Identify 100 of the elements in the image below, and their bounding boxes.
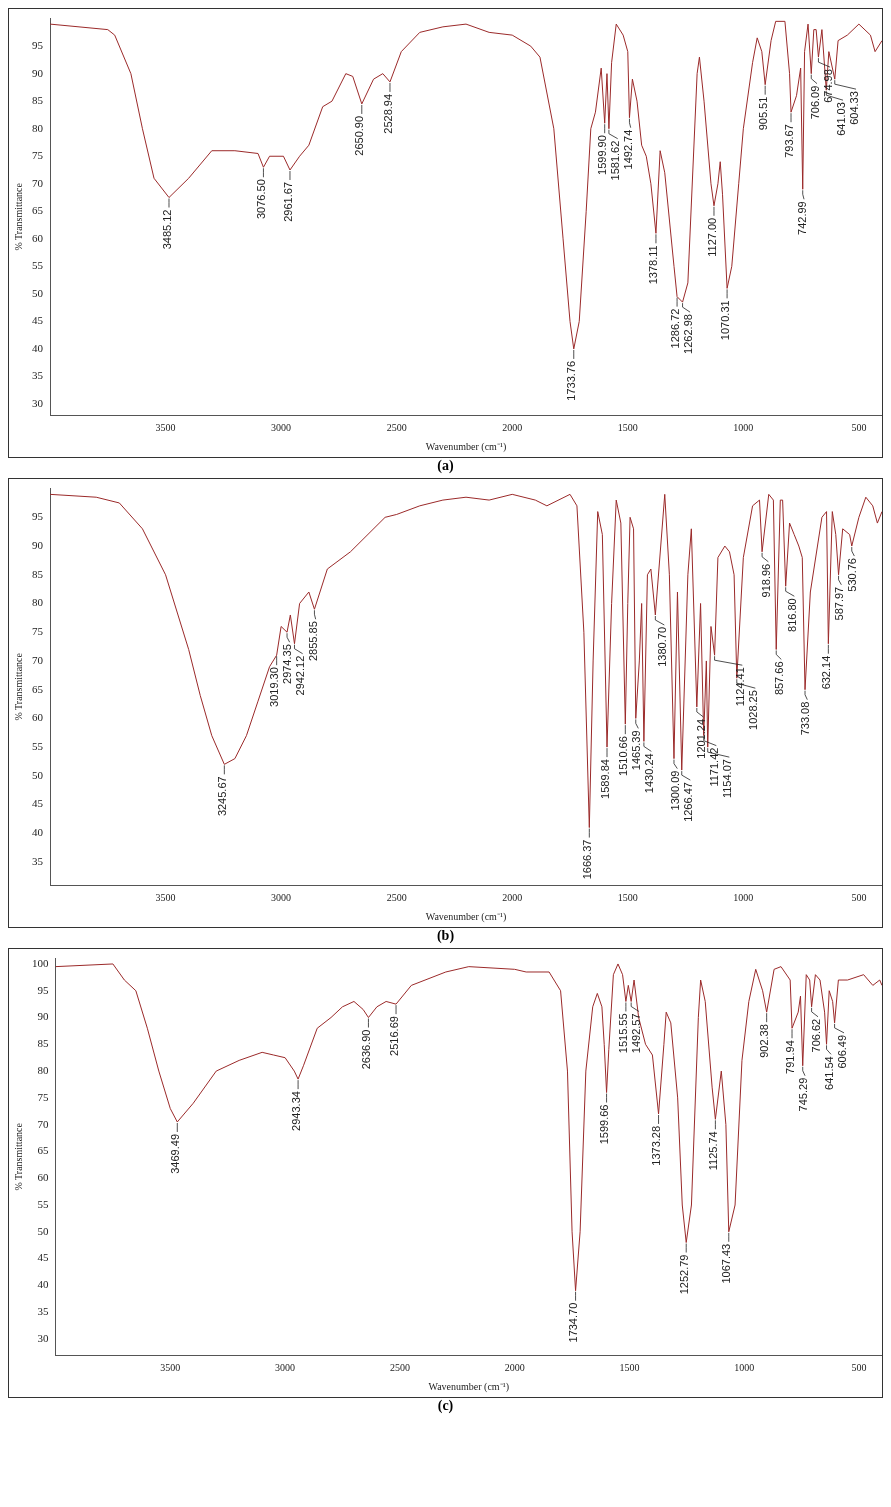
x-axis-title: Wavenumber (cm⁻¹): [428, 1380, 509, 1393]
x-tick-label: 500: [851, 421, 867, 433]
annotation: 1510.66: [616, 736, 629, 776]
y-tick-label: 80: [37, 1063, 49, 1076]
x-tick-label: 3500: [160, 1361, 181, 1373]
y-tick-label: 65: [32, 682, 44, 695]
x-axis-title: Wavenumber (cm⁻¹): [425, 910, 507, 923]
annotation: 3245.67: [215, 776, 228, 817]
annotation: 1070.31: [718, 300, 731, 341]
x-tick-label: 2000: [502, 891, 523, 903]
annotation: 641.54: [822, 1056, 835, 1090]
x-tick-label: 2000: [502, 421, 523, 433]
annotation: 816.80: [785, 598, 798, 632]
y-tick-label: 95: [32, 510, 44, 523]
annotation: 918.96: [759, 563, 772, 598]
x-axis-title: Wavenumber (cm⁻¹): [425, 440, 507, 453]
x-tick-label: 2500: [386, 891, 407, 903]
y-tick-label: 80: [32, 121, 44, 134]
annotation: 1492.57: [630, 1013, 643, 1054]
annotation: 1666.37: [580, 839, 593, 880]
y-tick-label: 85: [37, 1037, 49, 1050]
annotation: 2636.90: [359, 1029, 372, 1070]
y-tick-label: 50: [37, 1224, 49, 1237]
y-tick-label: 55: [32, 259, 44, 272]
annotation: 1589.84: [598, 759, 611, 799]
annotation: 604.33: [847, 91, 860, 125]
y-tick-label: 65: [32, 204, 44, 217]
annotation: 1262.98: [681, 314, 694, 354]
annotation: 1252.79: [677, 1254, 690, 1295]
annotation: 2961.67: [281, 182, 294, 222]
y-tick-label: 75: [37, 1090, 49, 1103]
x-tick-label: 2500: [386, 421, 407, 433]
y-tick-label: 40: [32, 341, 44, 354]
annotation: 1171.42: [707, 747, 720, 787]
annotation: 905.51: [756, 96, 769, 131]
y-tick-label: 75: [32, 625, 44, 638]
x-tick-label: 2500: [389, 1361, 410, 1373]
text: (b): [435, 928, 456, 945]
annotation: 2942.12: [294, 655, 307, 696]
annotation: 1286.72: [668, 308, 681, 349]
annotation: 1581.62: [609, 140, 622, 181]
annotation: 1127.00: [705, 217, 718, 257]
annotation: 3485.12: [160, 209, 173, 250]
annotation: 2943.34: [289, 1091, 302, 1131]
annotation: 2974.35: [281, 644, 294, 684]
y-tick-label: 50: [32, 286, 44, 299]
y-tick-label: 60: [37, 1171, 49, 1184]
annotation: 632.14: [819, 655, 832, 690]
annotation: 791.94: [783, 1040, 796, 1074]
y-tick-label: 35: [32, 854, 44, 867]
x-tick-label: 1500: [617, 421, 638, 433]
y-tick-label: 80: [32, 596, 44, 609]
x-tick-label: 1500: [617, 891, 638, 903]
annotation: 606.49: [835, 1034, 848, 1069]
y-tick-label: 100: [32, 956, 49, 969]
annotation: 2516.69: [387, 1016, 400, 1056]
y-tick-label: 45: [37, 1251, 49, 1264]
annotation: 3019.30: [268, 667, 281, 707]
annotation: 530.76: [845, 558, 858, 592]
y-tick-label: 55: [37, 1197, 49, 1210]
annotation: 706.09: [808, 85, 821, 120]
annotation: 2528.94: [381, 93, 394, 134]
y-tick-label: 45: [32, 797, 44, 810]
y-tick-label: 55: [32, 740, 44, 753]
x-tick-label: 1000: [734, 1361, 755, 1373]
y-tick-label: 30: [32, 396, 44, 409]
annotation: 2650.90: [353, 115, 366, 156]
y-tick-label: 60: [32, 711, 44, 724]
y-tick-label: 40: [37, 1278, 49, 1291]
y-tick-label: 90: [32, 538, 44, 551]
annotation: 1378.11: [647, 245, 660, 285]
annotation: 1028.25: [746, 690, 759, 730]
x-tick-label: 3000: [271, 891, 292, 903]
x-tick-label: 3500: [155, 421, 176, 433]
annotation: 857.66: [772, 661, 785, 696]
annotation: 2855.85: [307, 621, 320, 662]
y-tick-label: 30: [37, 1331, 49, 1344]
y-tick-label: 35: [32, 369, 44, 382]
y-tick-label: 60: [32, 231, 44, 244]
annotation: 587.97: [832, 586, 845, 621]
y-tick-label: 70: [32, 653, 44, 666]
annotation: 1733.76: [565, 360, 578, 401]
y-tick-label: 70: [37, 1117, 49, 1130]
y-tick-label: 90: [37, 1010, 49, 1023]
annotation: 1201.24: [694, 718, 707, 759]
y-tick-label: 95: [32, 39, 44, 52]
annotation: 1266.47: [681, 782, 694, 822]
annotation: 1125.74: [706, 1131, 719, 1171]
x-tick-label: 3000: [271, 421, 292, 433]
annotation: 1300.09: [668, 770, 681, 811]
annotation: 1465.39: [629, 730, 642, 771]
annotation: 3469.49: [168, 1133, 181, 1174]
annotation: 1515.55: [617, 1013, 630, 1054]
x-tick-label: 1000: [733, 421, 754, 433]
y-tick-label: 40: [32, 826, 44, 839]
y-tick-label: 85: [32, 567, 44, 580]
x-tick-label: 500: [851, 891, 867, 903]
text: (a): [436, 458, 455, 475]
y-axis-title: % Transmittance: [12, 182, 24, 251]
x-tick-label: 1000: [733, 891, 754, 903]
